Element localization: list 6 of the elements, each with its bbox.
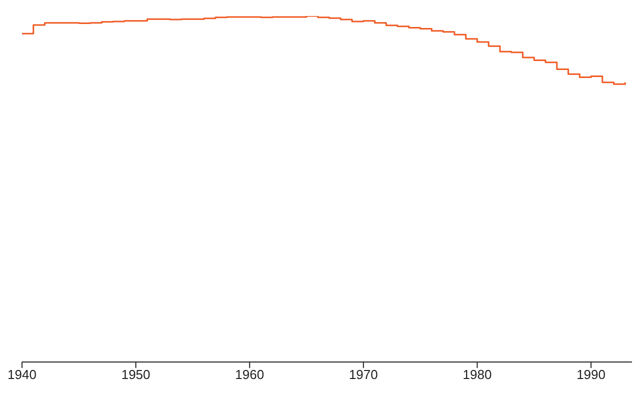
x-tick-label: 1950 [121, 367, 150, 382]
x-tick-label: 1960 [235, 367, 264, 382]
x-tick-label: 1990 [576, 367, 606, 382]
x-tick-label: 1940 [8, 367, 36, 382]
x-tick-label: 1980 [462, 367, 492, 382]
x-tick-label: 1970 [348, 367, 378, 382]
